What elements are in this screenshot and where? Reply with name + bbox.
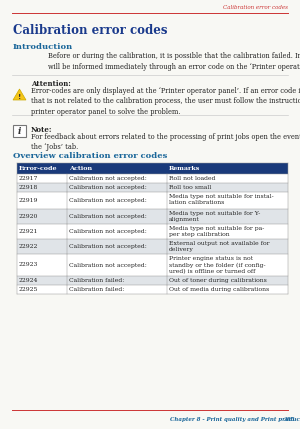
Text: Error-codes are only displayed at the ‘Printer operator panel’. If an error code: Error-codes are only displayed at the ‘P… bbox=[31, 87, 300, 116]
Text: Error-code: Error-code bbox=[19, 166, 58, 171]
FancyBboxPatch shape bbox=[17, 163, 288, 174]
Text: i: i bbox=[18, 127, 21, 136]
Text: 22919: 22919 bbox=[19, 198, 38, 203]
Text: 22917: 22917 bbox=[19, 176, 38, 181]
Text: Action: Action bbox=[69, 166, 92, 171]
Text: For feedback about errors related to the processing of print jobs open the event: For feedback about errors related to the… bbox=[31, 133, 300, 151]
Text: Out of media during calibrations: Out of media during calibrations bbox=[169, 287, 269, 292]
Text: 22922: 22922 bbox=[19, 244, 38, 249]
Text: Media type not suitable for pa-
per step calibration: Media type not suitable for pa- per step… bbox=[169, 226, 264, 237]
Text: Calibration failed:: Calibration failed: bbox=[69, 287, 124, 292]
Text: 22924: 22924 bbox=[19, 278, 38, 283]
Text: Roll not loaded: Roll not loaded bbox=[169, 176, 215, 181]
Text: Calibration failed:: Calibration failed: bbox=[69, 278, 124, 283]
FancyBboxPatch shape bbox=[17, 239, 288, 254]
FancyBboxPatch shape bbox=[17, 224, 288, 239]
Text: 22921: 22921 bbox=[19, 229, 38, 234]
Text: Printer engine status is not
standby or the folder (if config-
ured) is offline : Printer engine status is not standby or … bbox=[169, 256, 266, 275]
FancyBboxPatch shape bbox=[13, 125, 26, 137]
Text: Calibration not accepted:: Calibration not accepted: bbox=[69, 229, 147, 234]
Text: Calibration not accepted:: Calibration not accepted: bbox=[69, 185, 147, 190]
FancyBboxPatch shape bbox=[17, 276, 288, 285]
FancyBboxPatch shape bbox=[17, 285, 288, 294]
Text: Media type not suitable for instal-
lation calibrations: Media type not suitable for instal- lati… bbox=[169, 194, 274, 205]
Text: Remarks: Remarks bbox=[169, 166, 200, 171]
Text: Calibration not accepted:: Calibration not accepted: bbox=[69, 198, 147, 203]
FancyBboxPatch shape bbox=[17, 209, 288, 224]
Text: 22920: 22920 bbox=[19, 214, 38, 219]
Text: Chapter 8 - Print quality and Print productivity: Chapter 8 - Print quality and Print prod… bbox=[170, 417, 300, 422]
Text: Attention:: Attention: bbox=[31, 80, 71, 88]
FancyBboxPatch shape bbox=[17, 254, 288, 276]
Text: Calibration error codes: Calibration error codes bbox=[13, 24, 167, 37]
Text: 22925: 22925 bbox=[19, 287, 38, 292]
Text: 22923: 22923 bbox=[19, 263, 38, 268]
FancyBboxPatch shape bbox=[17, 192, 288, 209]
Text: Roll too small: Roll too small bbox=[169, 185, 211, 190]
Text: Calibration not accepted:: Calibration not accepted: bbox=[69, 214, 147, 219]
Text: Calibration not accepted:: Calibration not accepted: bbox=[69, 263, 147, 268]
Text: !: ! bbox=[18, 94, 21, 100]
Text: 385: 385 bbox=[284, 417, 296, 422]
FancyBboxPatch shape bbox=[17, 183, 288, 192]
Text: Calibration error codes: Calibration error codes bbox=[223, 5, 288, 10]
Text: Media type not suitable for Y-
alignment: Media type not suitable for Y- alignment bbox=[169, 211, 260, 222]
FancyBboxPatch shape bbox=[17, 174, 288, 183]
Polygon shape bbox=[13, 89, 26, 100]
Text: Calibration not accepted:: Calibration not accepted: bbox=[69, 176, 147, 181]
Text: Calibration not accepted:: Calibration not accepted: bbox=[69, 244, 147, 249]
Text: Note:: Note: bbox=[31, 126, 52, 134]
Text: Out of toner during calibrations: Out of toner during calibrations bbox=[169, 278, 267, 283]
Text: 22918: 22918 bbox=[19, 185, 38, 190]
Text: Introduction: Introduction bbox=[13, 43, 73, 51]
Text: Before or during the calibration, it is possible that the calibration failed. In: Before or during the calibration, it is … bbox=[48, 52, 300, 71]
Text: Overview calibration error codes: Overview calibration error codes bbox=[13, 152, 167, 160]
Text: External output not available for
delivery: External output not available for delive… bbox=[169, 241, 269, 252]
